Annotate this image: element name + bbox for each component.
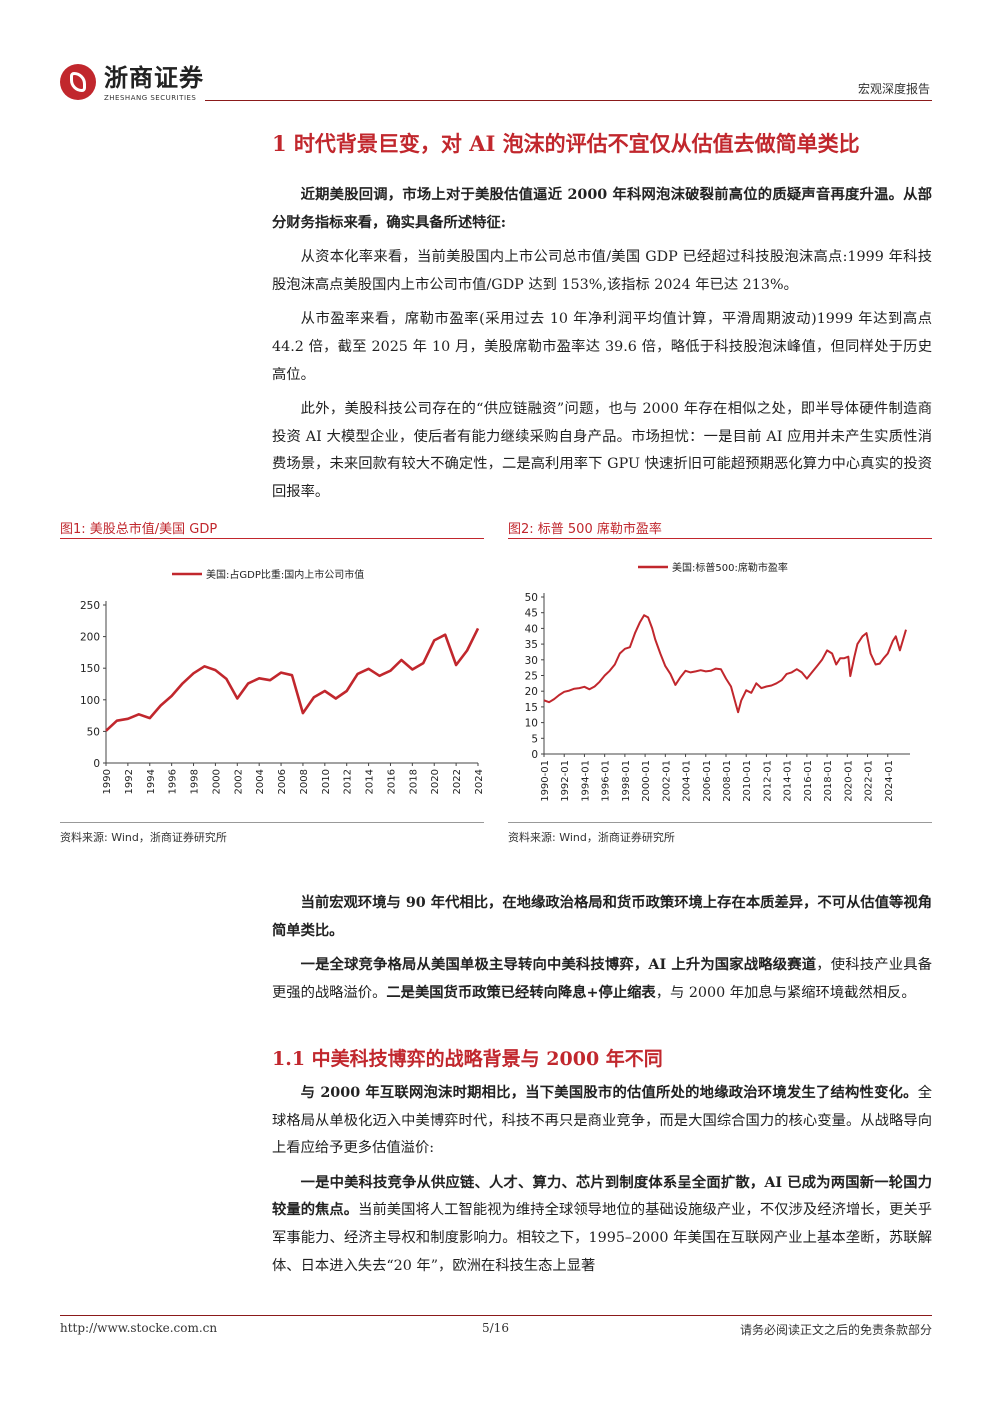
x-tick-label: 2020 xyxy=(430,769,441,794)
legend-label: 美国:占GDP比重:国内上市公司市值 xyxy=(206,568,364,581)
y-tick-label: 40 xyxy=(525,623,538,635)
x-tick-label: 2012 xyxy=(343,769,354,794)
x-tick-label: 2004-01 xyxy=(682,760,693,802)
x-tick-label: 2020-01 xyxy=(843,760,854,802)
x-tick-label: 2006-01 xyxy=(702,760,713,802)
x-tick-label: 2002 xyxy=(233,769,244,794)
bold-point: 二是美国货币政策已经转向降息+停止缩表 xyxy=(386,984,656,1001)
y-tick-label: 35 xyxy=(525,639,538,651)
x-tick-label: 2008-01 xyxy=(722,760,733,802)
subsection-paragraphs: 与 2000 年互联网泡沫时期相比，当下美国股市的估值所处的地缘政治环境发生了结… xyxy=(272,1080,932,1280)
paragraph: 一是中美科技竞争从供应链、人才、算力、芯片到制度体系呈全面扩散，AI 已成为两国… xyxy=(272,1170,932,1280)
y-tick-label: 15 xyxy=(525,702,538,714)
x-tick-label: 2012-01 xyxy=(762,760,773,802)
paragraph: 与 2000 年互联网泡沫时期相比，当下美国股市的估值所处的地缘政治环境发生了结… xyxy=(272,1080,932,1163)
y-tick-label: 50 xyxy=(87,726,100,738)
y-tick-label: 10 xyxy=(525,718,538,730)
legend-label: 美国:标普500:席勒市盈率 xyxy=(672,561,788,574)
x-tick-label: 2000 xyxy=(211,769,222,794)
x-tick-label: 1996-01 xyxy=(601,760,612,802)
text-run: ，使科技产业具备更强的战略溢价。 xyxy=(272,957,933,1001)
x-tick-label: 2014-01 xyxy=(783,760,794,802)
y-tick-label: 0 xyxy=(531,749,538,761)
page-number: 5/16 xyxy=(482,1321,509,1335)
paragraph: 从市盈率来看，席勒市盈率(采用过去 10 年净利润平均值计算，平滑周期波动)19… xyxy=(272,311,932,383)
text-run: 全球格局从单极化迈入中美博弈时代，科技不再只是商业竞争，而是大国综合国力的核心变… xyxy=(272,1085,932,1157)
logo-mark-icon xyxy=(60,64,96,100)
x-tick-label: 2006 xyxy=(277,769,288,794)
x-tick-label: 1994 xyxy=(146,769,157,794)
y-tick-label: 150 xyxy=(80,663,100,675)
x-tick-label: 2018-01 xyxy=(823,760,834,802)
company-logo: 浙商证券 ZHESHANG SECURITIES xyxy=(60,64,210,106)
x-tick-label: 2004 xyxy=(255,769,266,794)
macro-paragraphs: 当前宏观环境与 90 年代相比，在地缘政治格局和货币政策环境上存在本质差异，不可… xyxy=(272,890,932,1007)
header-divider xyxy=(205,100,932,101)
x-tick-label: 2016-01 xyxy=(803,760,814,802)
footer-divider xyxy=(60,1315,932,1316)
y-tick-label: 100 xyxy=(80,695,100,707)
y-tick-label: 50 xyxy=(525,592,538,604)
x-tick-label: 2016 xyxy=(386,769,397,794)
y-tick-label: 5 xyxy=(531,733,538,745)
y-tick-label: 45 xyxy=(525,608,538,620)
figure-source: 资料来源: Wind，浙商证券研究所 xyxy=(508,831,675,844)
footer-disclaimer: 请务必阅读正文之后的免责条款部分 xyxy=(739,1323,932,1337)
logo-name: 浙商证券 xyxy=(104,64,204,92)
paragraph: 此外，美股科技公司存在的“供应链融资”问题，也与 2000 年存在相似之处，即半… xyxy=(272,401,932,500)
text-run: ，与 2000 年加息与紧缩环境截然相反。 xyxy=(655,984,916,1001)
series-line xyxy=(543,614,907,714)
x-tick-label: 2022 xyxy=(452,769,463,794)
figure-title: 图1: 美股总市值/美国 GDP xyxy=(60,522,218,537)
subsection-title: 1.1 中美科技博弈的战略背景与 2000 年不同 xyxy=(272,1048,663,1070)
figure-source: 资料来源: Wind，浙商证券研究所 xyxy=(60,831,227,844)
report-type: 宏观深度报告 xyxy=(857,82,930,96)
paragraph-lead: 近期美股回调，市场上对于美股估值逼近 2000 年科网泡沫破裂前高位的质疑声音再… xyxy=(272,187,932,231)
x-tick-label: 1990 xyxy=(102,769,113,794)
x-tick-label: 1990-01 xyxy=(540,760,551,802)
section-title: 1 时代背景巨变，对 AI 泡沫的评估不宜仅从估值去做简单类比 xyxy=(272,131,860,156)
x-tick-label: 1992 xyxy=(124,769,135,794)
y-tick-label: 250 xyxy=(80,600,100,612)
x-tick-label: 2000-01 xyxy=(641,760,652,802)
figure-title: 图2: 标普 500 席勒市盈率 xyxy=(508,522,662,537)
intro-paragraphs: 近期美股回调，市场上对于美股估值逼近 2000 年科网泡沫破裂前高位的质疑声音再… xyxy=(272,182,932,507)
shiller-pe-chart: 美国:标普500:席勒市盈率 0 5 10 15 20 25 30 35 40 45 50 1990-0… xyxy=(525,561,910,802)
x-tick-label: 1998 xyxy=(190,769,201,794)
x-tick-label: 1998-01 xyxy=(621,760,632,802)
x-tick-label: 1996 xyxy=(168,769,179,794)
logo-name-en: ZHESHANG SECURITIES xyxy=(104,94,197,102)
market-cap-gdp-chart: 美国:占GDP比重:国内上市公司市值 0 50 100 150 200 250 1990 199… xyxy=(80,568,484,794)
y-tick-label: 25 xyxy=(525,671,538,683)
x-tick-label: 1992-01 xyxy=(560,760,571,802)
paragraph: 从资本化率来看，当前美股国内上市公司总市值/美国 GDP 已经超过科技股泡沫高点… xyxy=(272,249,932,293)
paragraph: 一是全球竞争格局从美国单极主导转向中美科技博弈，AI 上升为国家战略级赛道，使科… xyxy=(272,952,932,1007)
figure-bottom-rule xyxy=(508,822,932,823)
x-tick-label: 2014 xyxy=(365,769,376,794)
text-run: 当前美国将人工智能视为维持全球领导地位的基础设施级产业，不仅涉及经济增长，更关乎… xyxy=(272,1202,932,1274)
series-line xyxy=(105,627,480,732)
figure-bottom-rule xyxy=(60,822,484,823)
bold-point: 一是中美科技竞争从供应链、人才、算力、芯片到制度体系呈全面扩散，AI 已成为两国… xyxy=(272,1174,932,1219)
y-tick-label: 20 xyxy=(525,686,538,698)
x-tick-label: 2024 xyxy=(474,769,484,794)
x-tick-label: 2018 xyxy=(408,769,419,794)
x-tick-label: 2010 xyxy=(321,769,332,794)
y-tick-label: 30 xyxy=(525,655,538,667)
figure-title-rule xyxy=(508,538,932,539)
x-tick-label: 2010-01 xyxy=(742,760,753,802)
x-tick-label: 1994-01 xyxy=(580,760,591,802)
bold-point: 与 2000 年互联网泡沫时期相比，当下美国股市的估值所处的地缘政治环境发生了结… xyxy=(300,1085,918,1101)
y-tick-label: 0 xyxy=(93,758,100,770)
x-tick-label: 2008 xyxy=(299,769,310,794)
figure-title-rule xyxy=(60,538,484,539)
paragraph-lead: 当前宏观环境与 90 年代相比，在地缘政治格局和货币政策环境上存在本质差异，不可… xyxy=(272,895,932,939)
x-tick-label: 2002-01 xyxy=(661,760,672,802)
y-tick-label: 200 xyxy=(80,632,100,644)
x-tick-label: 2022-01 xyxy=(864,760,875,802)
footer-url[interactable]: http://www.stocke.com.cn xyxy=(60,1321,218,1335)
bold-point: 一是全球竞争格局从美国单极主导转向中美科技博弈，AI 上升为国家战略级赛道 xyxy=(300,957,817,974)
x-tick-label: 2024-01 xyxy=(884,760,895,802)
